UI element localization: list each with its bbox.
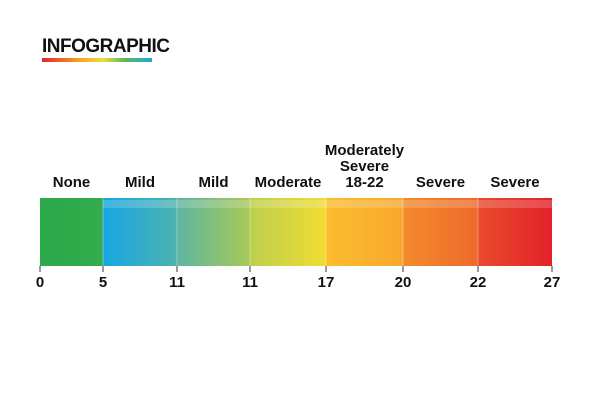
title-underline — [42, 58, 152, 62]
segment-label: Moderately — [325, 142, 405, 159]
segment-label: Moderate — [255, 174, 322, 191]
tick-label: 11 — [242, 274, 258, 291]
tick-label: 11 — [169, 274, 185, 291]
segment-label: None — [53, 174, 91, 191]
segment — [40, 198, 103, 266]
scale-bar: None Mild Mild ModerateModeratelySevere18-2… — [36, 142, 561, 291]
segment-label: Severe — [490, 174, 539, 191]
tick-label: 17 — [318, 274, 335, 291]
segment — [478, 198, 552, 266]
bar-highlight — [103, 200, 552, 208]
segment-label: Severe — [416, 174, 465, 191]
segment — [103, 198, 177, 266]
segment-label: 18-22 — [345, 174, 383, 191]
segment — [403, 198, 478, 266]
tick-label: 0 — [36, 274, 44, 291]
tick-label: 5 — [99, 274, 107, 291]
tick-label: 27 — [544, 274, 561, 291]
tick-label: 20 — [395, 274, 412, 291]
segment — [250, 198, 326, 266]
segment-label: Severe — [340, 158, 389, 175]
title: INFOGRAPHIC — [42, 36, 170, 57]
segment — [326, 198, 403, 266]
segment-label: Mild — [199, 174, 229, 191]
segment-label: Mild — [125, 174, 155, 191]
segment — [177, 198, 250, 266]
tick-label: 22 — [470, 274, 487, 291]
